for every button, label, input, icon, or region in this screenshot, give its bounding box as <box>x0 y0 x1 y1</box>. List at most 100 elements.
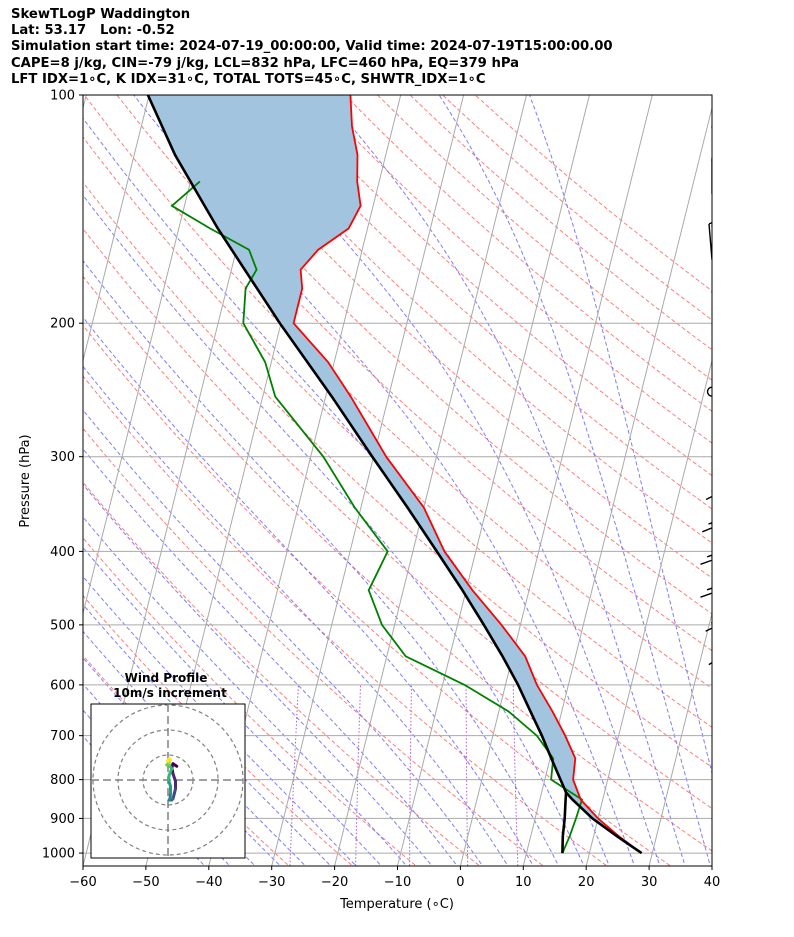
hodograph-trace-segment <box>166 757 171 763</box>
wind-barb <box>711 155 712 161</box>
moist-adiabat-line <box>83 516 408 866</box>
moist-adiabat-line <box>83 409 484 866</box>
wind-barb-calm <box>706 386 712 397</box>
moist-adiabat-line <box>83 630 307 866</box>
x-tick-label: −30 <box>258 875 285 890</box>
y-tick-label: 900 <box>50 812 75 827</box>
moist-adiabat-line <box>529 95 712 776</box>
isotherm-line <box>271 95 465 866</box>
cape-shading <box>147 95 642 854</box>
dry-adiabat-line <box>181 95 712 579</box>
chart-header: SkewTLogP Waddington Lat: 53.17 Lon: -0.… <box>11 7 613 88</box>
moist-adiabat-line <box>83 603 332 866</box>
moist-adiabat-line <box>133 95 636 866</box>
wind-barb <box>711 753 712 755</box>
wind-barb <box>711 95 712 96</box>
x-tick-label: 10 <box>515 875 532 890</box>
wind-barb <box>708 622 712 666</box>
wind-barb <box>711 784 712 788</box>
moist-adiabat-line <box>324 95 686 866</box>
temperature-profile-line <box>292 95 643 854</box>
parcel-dewpoint-line <box>561 792 568 854</box>
isotherm-line <box>83 95 87 110</box>
x-tick-label: 0 <box>456 875 464 890</box>
isotherm-line <box>459 95 653 866</box>
moist-adiabat-line <box>83 546 382 866</box>
mixing-ratio-line <box>355 684 361 866</box>
y-tick-label: 600 <box>50 678 75 693</box>
dry-adiabat-line <box>83 181 712 768</box>
moist-adiabat-line <box>83 483 433 866</box>
dry-adiabat-line <box>83 375 608 866</box>
x-tick-label: 30 <box>641 875 658 890</box>
hodograph-title: Wind Profile <box>125 671 208 685</box>
y-tick-label: 100 <box>50 89 75 104</box>
y-tick-label: 300 <box>50 450 75 465</box>
x-tick-label: −60 <box>69 875 96 890</box>
isotherm-line <box>334 95 527 866</box>
moist-adiabat-line <box>83 259 560 866</box>
moist-adiabat-line <box>438 95 711 866</box>
isotherm-line <box>711 863 712 866</box>
moist-adiabat-line <box>218 95 661 866</box>
moist-adiabat-line <box>83 657 282 866</box>
dry-adiabat-line <box>279 95 712 477</box>
moist-adiabat-line <box>83 365 509 866</box>
x-tick-label: −10 <box>384 875 411 890</box>
wind-barb <box>711 355 712 359</box>
hodograph-inset: Wind Profile 10m/s increment <box>90 671 246 859</box>
mixing-ratio-line <box>465 684 469 866</box>
wind-barbs <box>700 95 712 854</box>
moist-adiabat-line <box>83 575 357 866</box>
parcel-profile-line <box>146 95 643 855</box>
x-axis-ticks: −60 −50 −40 −30 −20 −10 0 10 20 30 40 <box>69 866 720 890</box>
wind-barb <box>711 817 712 821</box>
wind-barb <box>711 157 712 194</box>
x-tick-label: 20 <box>578 875 595 890</box>
mixing-ratio-line <box>512 684 519 866</box>
location-coordinates: Lat: 53.17 Lon: -0.52 <box>11 23 175 39</box>
dry-adiabat-line <box>377 95 712 381</box>
y-tick-label: 400 <box>50 545 75 560</box>
dry-adiabat-line <box>311 95 712 444</box>
isotherm-line <box>83 95 213 616</box>
dry-adiabat-line <box>83 537 417 866</box>
wind-barb <box>711 217 712 227</box>
wind-barb <box>711 323 712 326</box>
hodograph-plot <box>91 704 245 858</box>
dry-adiabat-line <box>83 324 672 866</box>
isotherm-line <box>648 611 712 866</box>
wind-barb <box>711 115 712 128</box>
x-tick-label: −40 <box>195 875 222 890</box>
y-axis-ticks: 1000 900 800 700 600 500 400 300 200 100 <box>42 89 83 862</box>
wind-barb <box>711 721 712 722</box>
mixing-ratio-lines <box>289 684 519 866</box>
y-tick-label: 700 <box>50 729 75 744</box>
simulation-times: Simulation start time: 2024-07-19_00:00:… <box>11 39 613 55</box>
wind-barb <box>705 457 712 501</box>
chart-title: SkewTLogP Waddington <box>11 7 191 22</box>
moist-adiabat-line <box>83 448 458 866</box>
y-axis-label: Pressure (hPa) <box>18 434 33 527</box>
index-parameters: LFT IDX=1∘C, K IDX=31∘C, TOTAL TOTS=45∘C… <box>11 71 486 87</box>
x-tick-label: −20 <box>321 875 348 890</box>
y-tick-label: 800 <box>50 773 75 788</box>
moist-adiabat-line <box>83 316 534 866</box>
stability-parameters: CAPE=8 j/kg, CIN=-79 j/kg, LCL=832 hPa, … <box>11 55 520 71</box>
isotherm-line <box>585 358 712 866</box>
wind-barb <box>711 655 712 658</box>
wind-barb <box>711 424 712 427</box>
wind-barb <box>702 490 712 533</box>
wind-barb <box>711 851 712 854</box>
dry-adiabat-line <box>344 95 712 412</box>
x-tick-label: −50 <box>132 875 159 890</box>
wind-barb <box>705 589 712 632</box>
x-tick-label: 40 <box>704 875 721 890</box>
isotherm-line <box>396 95 590 866</box>
dewpoint-profile-line <box>170 180 584 854</box>
dry-adiabat-line <box>409 95 712 351</box>
moist-adiabat-line <box>83 194 585 866</box>
wind-barb <box>711 688 712 690</box>
dry-adiabat-line <box>149 95 712 615</box>
